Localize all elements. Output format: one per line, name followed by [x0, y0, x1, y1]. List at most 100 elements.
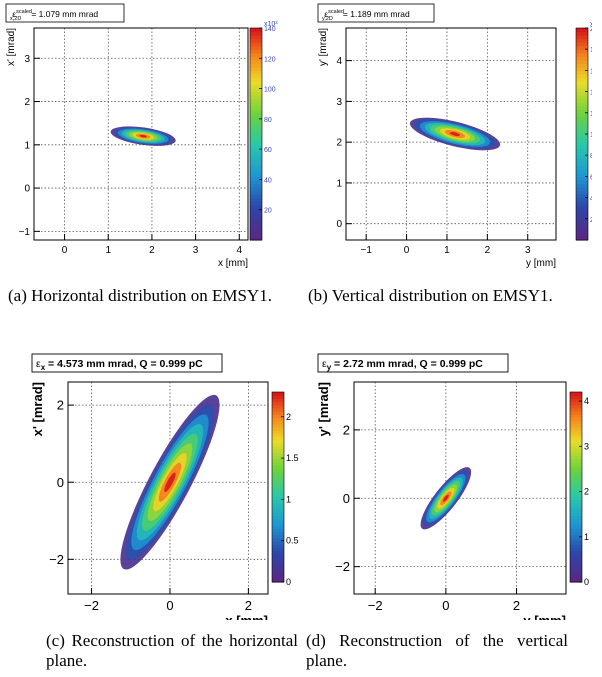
- colorbar-segment: [250, 215, 262, 220]
- density-blob: [110, 126, 176, 146]
- colorbar-segment: [576, 119, 588, 124]
- colorbar-segment: [250, 187, 262, 192]
- colorbar-segment: [272, 547, 284, 551]
- colorbar-segment: [272, 525, 284, 529]
- emittance-sub: y,2D: [322, 16, 333, 22]
- colorbar-segment: [576, 144, 588, 149]
- colorbar-segment: [272, 556, 284, 561]
- colorbar-segment: [576, 141, 588, 146]
- x-tick-label: 2: [149, 245, 155, 256]
- colorbar-segment: [570, 556, 582, 561]
- colorbar-segment: [576, 63, 588, 68]
- colorbar-segment: [272, 553, 284, 558]
- colorbar-segment: [272, 518, 284, 523]
- colorbar-segment: [570, 566, 582, 570]
- colorbar-segment: [272, 477, 284, 482]
- caption-c: (c) Reconstruction of the horizontal pla…: [46, 631, 298, 671]
- colorbar-segment: [570, 553, 582, 558]
- colorbar-segment: [570, 525, 582, 529]
- colorbar-segment: [576, 102, 588, 107]
- colorbar-segment: [272, 471, 284, 475]
- x-tick-label: 0: [166, 598, 173, 613]
- colorbar-segment: [272, 563, 284, 567]
- colorbar-segment: [576, 137, 588, 142]
- x-tick-label: 3: [525, 245, 531, 256]
- colorbar-tick-label: 40: [590, 196, 592, 203]
- colorbar-segment: [272, 398, 284, 403]
- colorbar-tick-label: 0: [584, 577, 589, 587]
- colorbar-segment: [250, 211, 262, 216]
- colorbar-tick-label: 120: [264, 56, 276, 63]
- colorbar-tick-label: 0: [286, 577, 291, 587]
- colorbar-segment: [576, 151, 588, 156]
- colorbar-segment: [250, 158, 262, 163]
- x-tick-label: −2: [368, 598, 383, 613]
- colorbar-segment: [570, 540, 582, 545]
- colorbar-segment: [570, 404, 582, 409]
- colorbar-segment: [272, 496, 284, 501]
- colorbar-segment: [272, 521, 284, 526]
- plot-frame: [33, 27, 249, 241]
- colorbar-segment: [576, 112, 588, 117]
- colorbar-segment: [250, 201, 262, 206]
- caption-a: (a) Horizontal distribution on EMSY1.: [8, 286, 292, 306]
- colorbar-segment: [250, 116, 262, 121]
- colorbar-segment: [250, 38, 262, 43]
- x-tick-label: 0: [404, 245, 410, 256]
- colorbar-segment: [272, 401, 284, 406]
- colorbar-tick-label: 1: [286, 494, 291, 504]
- colorbar-segment: [576, 116, 588, 121]
- colorbar-segment: [570, 496, 582, 501]
- colorbar-segment: [250, 144, 262, 149]
- colorbar-segment: [272, 575, 284, 580]
- emittance-value: = 1.189 mm mrad: [343, 9, 410, 19]
- colorbar-segment: [250, 77, 262, 82]
- colorbar-segment: [570, 398, 582, 403]
- colorbar-segment: [250, 35, 262, 40]
- colorbar-segment: [272, 566, 284, 570]
- y-tick-label: 2: [24, 97, 30, 108]
- colorbar-segment: [576, 42, 588, 47]
- colorbar-segment: [570, 474, 582, 479]
- colorbar-segment: [576, 56, 588, 61]
- colorbar-segment: [272, 461, 284, 466]
- colorbar-segment: [272, 449, 284, 453]
- colorbar-segment: [570, 423, 582, 428]
- colorbar-multiplier: x10³: [590, 21, 592, 28]
- y-tick-label: 0: [336, 219, 342, 230]
- colorbar-segment: [576, 183, 588, 188]
- y-tick-label: −2: [335, 559, 350, 574]
- colorbar-segment: [570, 445, 582, 450]
- colorbar-segment: [272, 572, 284, 577]
- colorbar-segment: [570, 490, 582, 494]
- colorbar-segment: [576, 204, 588, 209]
- colorbar-segment: [250, 63, 262, 68]
- colorbar-segment: [250, 130, 262, 135]
- heatmap-plot-a: 0 1 2 3 4 −1 0 1 2 3 x [mm] x' [mrad] 20 40 60 80 100 120…: [5, 3, 278, 269]
- emittance-value: = 1.079 mm mrad: [31, 9, 98, 19]
- colorbar-tick-label: 120: [590, 111, 592, 118]
- colorbar-segment: [576, 59, 588, 64]
- x-tick-label: 2: [513, 598, 520, 613]
- title-subscript: y: [327, 363, 332, 372]
- colorbar-segment: [570, 563, 582, 567]
- colorbar-tick-label: 40: [264, 177, 272, 184]
- emittance-symbol: ε: [12, 9, 16, 19]
- colorbar-segment: [250, 165, 262, 170]
- colorbar-segment: [250, 151, 262, 156]
- colorbar-segment: [570, 407, 582, 412]
- colorbar-segment: [570, 487, 582, 491]
- colorbar-segment: [272, 433, 284, 437]
- colorbar-segment: [250, 236, 262, 241]
- colorbar-segment: [576, 123, 588, 128]
- heatmap-plot-b: −1 0 1 2 3 0 1 2 3 4 y [mm] y' [mrad] 20 40 60 80 100 120…: [317, 3, 592, 269]
- colorbar-segment: [272, 430, 284, 434]
- colorbar-segment: [570, 528, 582, 532]
- x-axis-label: x [mm]: [225, 613, 268, 620]
- colorbar-segment: [250, 148, 262, 153]
- colorbar-tick-label: 1.5: [286, 453, 299, 463]
- x-tick-label: 0: [62, 245, 68, 256]
- colorbar-segment: [570, 531, 582, 536]
